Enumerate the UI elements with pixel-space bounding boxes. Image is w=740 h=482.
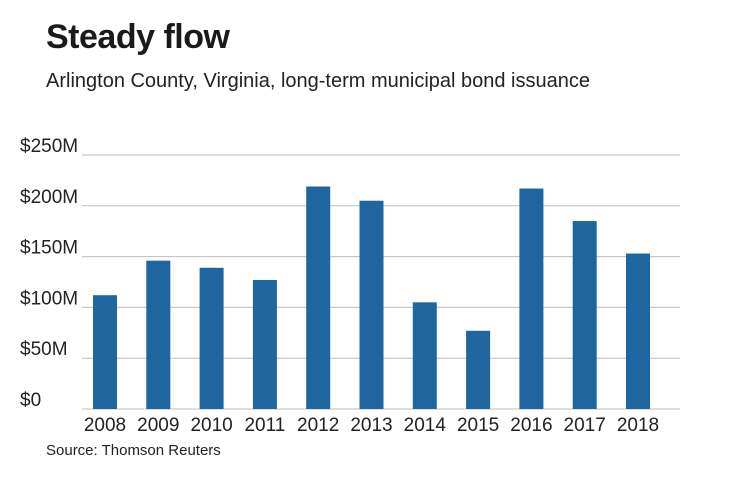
bar-2009 [146,260,171,409]
x-tick-label: 2010 [190,415,232,436]
x-tick-label: 2013 [350,415,392,436]
x-tick-label: 2008 [84,415,126,436]
y-tick-label: $250M [20,136,78,157]
x-tick-label: 2009 [137,415,179,436]
bar-2010 [199,267,224,409]
bar-2012 [306,186,331,409]
x-tick-label: 2015 [457,415,499,436]
x-tick-label: 2017 [564,415,606,436]
chart-title: Steady flow [46,18,230,56]
y-tick-label: $150M [20,238,78,259]
y-tick-label: $50M [20,339,68,360]
x-tick-label: 2018 [617,415,659,436]
chart-subtitle: Arlington County, Virginia, long-term mu… [46,70,590,92]
bar-2017 [572,221,597,409]
y-tick-label: $100M [20,288,78,309]
bar-2011 [252,279,277,409]
bar-2008 [93,295,117,409]
x-tick-label: 2014 [404,415,447,436]
bar-2016 [519,188,544,409]
source-note: Source: Thomson Reuters [46,442,221,459]
y-tick-label: $0 [20,390,41,411]
x-tick-label: 2011 [244,415,285,436]
bar-2018 [626,253,650,409]
bar-2013 [359,200,384,409]
x-tick-label: 2016 [510,415,552,436]
bar-2014 [412,302,437,409]
y-tick-label: $200M [20,187,78,208]
x-tick-label: 2012 [297,415,339,436]
bar-2015 [466,330,491,409]
